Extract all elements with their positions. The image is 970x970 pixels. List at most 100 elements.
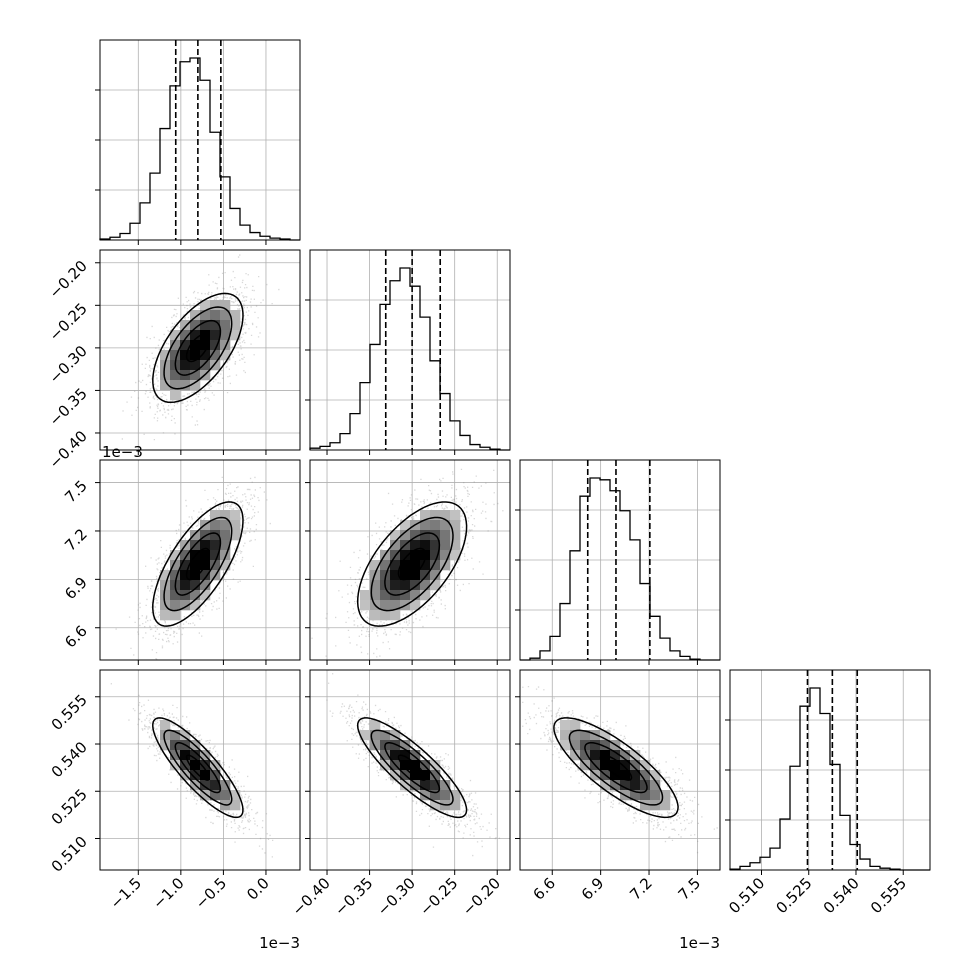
density-cell xyxy=(170,330,181,341)
density-cell xyxy=(630,750,641,761)
density-cell xyxy=(210,530,221,541)
density-cell xyxy=(380,760,391,771)
density-cell xyxy=(190,330,201,341)
density-cell xyxy=(450,520,461,531)
contour-line xyxy=(397,754,427,781)
density-cell xyxy=(570,750,581,761)
density-cell xyxy=(450,540,461,551)
density-cell xyxy=(410,530,421,541)
density-cell xyxy=(410,760,421,771)
data-layer xyxy=(99,40,930,871)
density-cell xyxy=(170,550,181,561)
density-cell xyxy=(360,590,371,601)
density-cell xyxy=(390,730,401,741)
density-cell xyxy=(420,530,431,541)
density-cell xyxy=(220,560,231,571)
y-tick-label: 0.510 xyxy=(48,833,91,876)
density-cell xyxy=(430,760,441,771)
density-cell xyxy=(190,590,201,601)
density-cell xyxy=(220,300,231,311)
panel-frame xyxy=(519,459,721,661)
density-cell xyxy=(200,760,211,771)
density-cell xyxy=(210,560,221,571)
density-cell xyxy=(410,560,421,571)
density-cell xyxy=(210,550,221,561)
density-cell xyxy=(190,340,201,351)
contour-line xyxy=(174,742,222,794)
density-cell xyxy=(220,520,231,531)
density-cell xyxy=(380,730,391,741)
density-cell xyxy=(190,750,201,761)
density-cell xyxy=(160,370,171,381)
density-cell xyxy=(170,390,181,401)
density-cell xyxy=(610,780,621,791)
density-cell xyxy=(230,530,241,541)
density-cell xyxy=(370,730,381,741)
density-cell xyxy=(610,750,621,761)
grid-layer xyxy=(100,40,930,870)
density-cell xyxy=(640,790,651,801)
x-tick-label: 7.2 xyxy=(626,874,656,904)
density-cell xyxy=(220,340,231,351)
contour-line xyxy=(397,547,427,581)
density-cell xyxy=(410,780,421,791)
panel-frame xyxy=(519,669,721,871)
density-cell xyxy=(200,300,211,311)
density-cell xyxy=(170,560,181,571)
scatter-panel xyxy=(121,254,280,441)
contour-line xyxy=(568,729,664,806)
scatter-panel xyxy=(326,670,501,857)
density-cell xyxy=(180,580,191,591)
density-cell xyxy=(430,560,441,571)
density-cell xyxy=(370,610,381,621)
x-tick-label: 0.540 xyxy=(820,874,863,917)
density-cell xyxy=(230,800,241,811)
density-cell xyxy=(430,580,441,591)
density-cell xyxy=(200,320,211,331)
density-cell xyxy=(390,740,401,751)
density-cell xyxy=(180,730,191,741)
density-cell xyxy=(210,780,221,791)
density-cell xyxy=(370,590,381,601)
density-cell xyxy=(560,730,571,741)
density-cell xyxy=(430,540,441,551)
density-cell xyxy=(170,380,181,391)
density-cell xyxy=(210,540,221,551)
panel-frame xyxy=(309,459,511,661)
density-cell xyxy=(650,770,661,781)
contour-line xyxy=(584,742,648,794)
density-cell xyxy=(170,750,181,761)
scatter-panel xyxy=(522,686,718,854)
density-cell xyxy=(210,510,221,521)
y-tick-label: 0.540 xyxy=(48,738,91,781)
density-cell xyxy=(170,570,181,581)
histogram-step xyxy=(729,687,930,871)
y-tick-label: −0.35 xyxy=(46,385,91,430)
density-cell xyxy=(210,350,221,361)
density-cell xyxy=(610,760,621,771)
density-cell xyxy=(200,330,211,341)
density-cell xyxy=(380,750,391,761)
x-tick-label: −0.30 xyxy=(374,874,419,919)
density-cell xyxy=(400,590,411,601)
density-cell xyxy=(370,740,381,751)
x-tick-label: −0.25 xyxy=(416,874,461,919)
density-cell xyxy=(390,600,401,611)
frame-layer xyxy=(95,39,931,875)
density-cell xyxy=(230,310,241,321)
density-cell xyxy=(570,720,581,731)
scatter-points xyxy=(110,683,274,858)
contour-line xyxy=(356,501,468,627)
density-cell xyxy=(440,790,451,801)
scatter-panel xyxy=(115,476,271,660)
density-cell xyxy=(600,740,611,751)
density-cell xyxy=(400,550,411,561)
panel-frame xyxy=(99,249,301,451)
scatter-points xyxy=(115,476,271,660)
density-cell xyxy=(230,520,241,531)
contour-line xyxy=(152,501,244,627)
density-cell xyxy=(200,350,211,361)
y-tick-label: 0.525 xyxy=(48,785,91,828)
density-cell xyxy=(230,330,241,341)
